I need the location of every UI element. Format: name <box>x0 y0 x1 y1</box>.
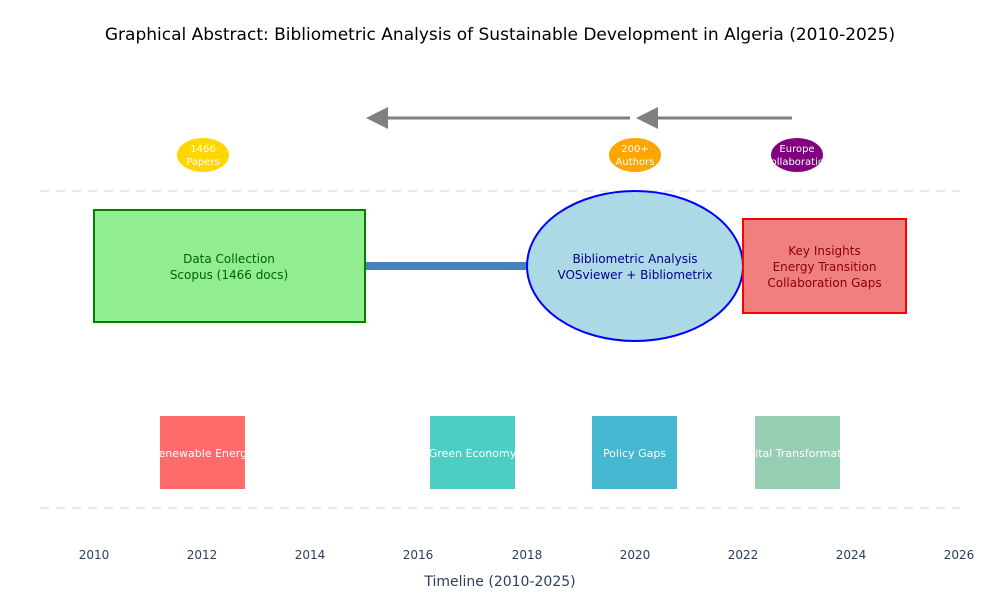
node-bibliometric-analysis-tools: VOSviewer + Bibliometrix <box>557 268 712 282</box>
badge-authors-count: 200+ <box>621 144 648 155</box>
node-key-insights-collaboration: Collaboration Gaps <box>767 276 881 290</box>
badge-collaboration-region: Europe <box>779 144 814 155</box>
node-bibliometric-analysis: Bibliometric Analysis VOSviewer + Biblio… <box>526 190 744 342</box>
theme-policy-gaps-label: Policy Gaps <box>603 447 666 460</box>
diagram-title: Graphical Abstract: Bibliometric Analysi… <box>105 25 895 45</box>
x-tick-label: 2024 <box>836 548 867 562</box>
badge-collaboration: Europe Collaboration <box>764 138 831 172</box>
x-tick-label: 2020 <box>620 548 651 562</box>
badge-authors-label: Authors <box>616 157 655 168</box>
theme-renewable-energy-label: Renewable Energy <box>151 447 254 460</box>
x-tick-label: 2014 <box>295 548 326 562</box>
theme-green-economy-box <box>430 416 515 489</box>
badge-authors-shape <box>609 138 661 172</box>
badge-papers-label: Papers <box>186 157 220 168</box>
x-axis-ticks: 2010 2012 2014 2016 2018 2020 2022 2024 … <box>79 548 975 562</box>
node-key-insights-energy: Energy Transition <box>773 260 877 274</box>
node-bibliometric-analysis-ellipse <box>526 190 744 342</box>
badge-papers-count: 1466 <box>190 144 215 155</box>
node-data-collection-source: Scopus (1466 docs) <box>170 268 288 282</box>
x-tick-label: 2012 <box>187 548 218 562</box>
theme-policy-gaps: Policy Gaps <box>592 416 677 489</box>
badge-authors: 200+ Authors <box>609 138 661 172</box>
node-data-collection: Data Collection Scopus (1466 docs) <box>93 209 366 323</box>
x-tick-label: 2018 <box>512 548 543 562</box>
x-axis-title: Timeline (2010-2025) <box>423 574 575 590</box>
theme-renewable-energy-box <box>160 416 245 489</box>
node-data-collection-title: Data Collection <box>183 252 275 266</box>
flow-arrow-left <box>636 107 792 129</box>
node-key-insights-title: Key Insights <box>788 244 860 258</box>
theme-digital-transformation: Digital Transformation <box>737 416 859 489</box>
x-tick-label: 2016 <box>403 548 434 562</box>
node-key-insights: Key Insights Energy Transition Collabora… <box>742 218 907 314</box>
node-bibliometric-analysis-title: Bibliometric Analysis <box>572 252 697 266</box>
badge-papers-shape <box>177 138 229 172</box>
theme-digital-transformation-label: Digital Transformation <box>737 447 859 460</box>
flow-arrow-right <box>366 107 630 129</box>
theme-green-economy: Green Economy <box>429 416 517 489</box>
theme-renewable-energy: Renewable Energy <box>151 416 254 489</box>
badge-collaboration-shape <box>771 138 823 172</box>
node-key-insights-box <box>742 218 907 314</box>
x-tick-label: 2026 <box>944 548 975 562</box>
x-tick-label: 2022 <box>728 548 759 562</box>
badge-papers: 1466 Papers <box>177 138 229 172</box>
badge-collaboration-label: Collaboration <box>764 157 831 168</box>
theme-green-economy-label: Green Economy <box>429 447 517 460</box>
node-data-collection-box <box>93 209 366 323</box>
theme-policy-gaps-box <box>592 416 677 489</box>
theme-digital-transformation-box <box>755 416 840 489</box>
x-tick-label: 2010 <box>79 548 110 562</box>
